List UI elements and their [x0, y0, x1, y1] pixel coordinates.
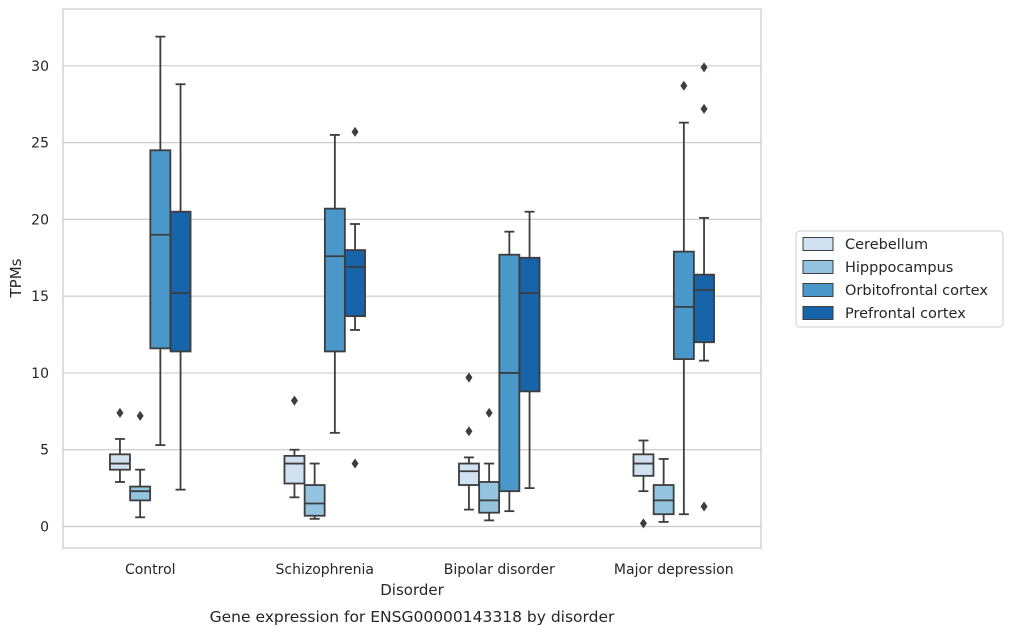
box-body [109, 453, 131, 471]
legend-items: Cerebellum Hipppocampus Orbitofrontal cort… [802, 237, 988, 322]
legend-label: Prefrontal cortex [845, 306, 966, 322]
series-prefrontal-cortex [169, 62, 715, 512]
y-tick-label: 0 [40, 520, 49, 536]
x-tick-label: Bipolar disorder [444, 562, 555, 578]
outlier-point [351, 126, 359, 137]
box [458, 372, 480, 511]
outlier-point [680, 80, 688, 91]
y-axis-ticks: 0 5 10 15 20 25 30 [31, 59, 49, 536]
box [478, 407, 501, 522]
outlier-point [136, 410, 144, 421]
y-axis-label: TPMs [7, 258, 25, 298]
box [129, 410, 152, 519]
chart-caption: Gene expression for ENSG00000143318 by d… [210, 608, 615, 626]
box [283, 395, 306, 499]
box [693, 62, 715, 512]
box [652, 458, 675, 523]
x-tick-label: Control [125, 562, 176, 578]
plot-frame [62, 8, 762, 549]
x-tick-label: Schizophrenia [276, 562, 374, 578]
box [632, 439, 655, 529]
box-body [458, 462, 480, 486]
legend-swatch [802, 260, 834, 274]
outlier-point [290, 395, 298, 406]
outlier-point [485, 407, 493, 418]
legend-label: Hipppocampus [845, 260, 953, 276]
legend-swatch [802, 237, 834, 251]
box [518, 210, 541, 490]
legend-label: Orbitofrontal cortex [845, 283, 988, 299]
outlier-point [639, 518, 647, 529]
series-hipppocampus [129, 407, 675, 523]
box-body [518, 256, 541, 393]
box-body [632, 453, 655, 477]
outlier-point [351, 458, 359, 469]
legend: Cerebellum Hipppocampus Orbitofrontal cort… [795, 230, 1004, 328]
box [344, 126, 366, 469]
box-body [129, 485, 152, 502]
box [109, 407, 131, 483]
y-tick-label: 15 [31, 289, 49, 305]
box-body [693, 273, 715, 344]
y-tick-label: 30 [31, 59, 49, 75]
x-tick-label: Major depression [614, 562, 734, 578]
series-cerebellum [109, 372, 655, 529]
box-body [149, 149, 172, 350]
x-axis-label: Disorder [380, 581, 444, 599]
box-body [478, 481, 501, 514]
box [303, 462, 326, 520]
plot-area [62, 8, 762, 549]
legend-label: Cerebellum [845, 237, 928, 253]
box-body [672, 250, 695, 361]
outlier-point [700, 103, 708, 114]
box-body [344, 249, 366, 318]
box-series-group [109, 35, 715, 529]
legend-frame [795, 230, 1004, 328]
box-body [283, 454, 306, 485]
y-tick-label: 20 [31, 212, 49, 228]
box-body [169, 210, 192, 353]
box-body [323, 207, 346, 353]
legend-swatch [802, 283, 834, 297]
outlier-point [465, 426, 473, 437]
x-axis-ticks: Control Schizophrenia Bipolar disorder Majo… [125, 562, 734, 578]
outlier-point [116, 407, 124, 418]
box [498, 230, 521, 513]
y-tick-label: 5 [40, 443, 49, 459]
y-tick-label: 25 [31, 136, 49, 152]
box [672, 80, 695, 516]
legend-swatch [802, 306, 834, 320]
box [169, 83, 192, 491]
box-body [303, 484, 326, 517]
y-tick-label: 10 [31, 366, 49, 382]
outlier-point [465, 372, 473, 383]
outlier-point [700, 62, 708, 73]
outlier-point [700, 501, 708, 512]
